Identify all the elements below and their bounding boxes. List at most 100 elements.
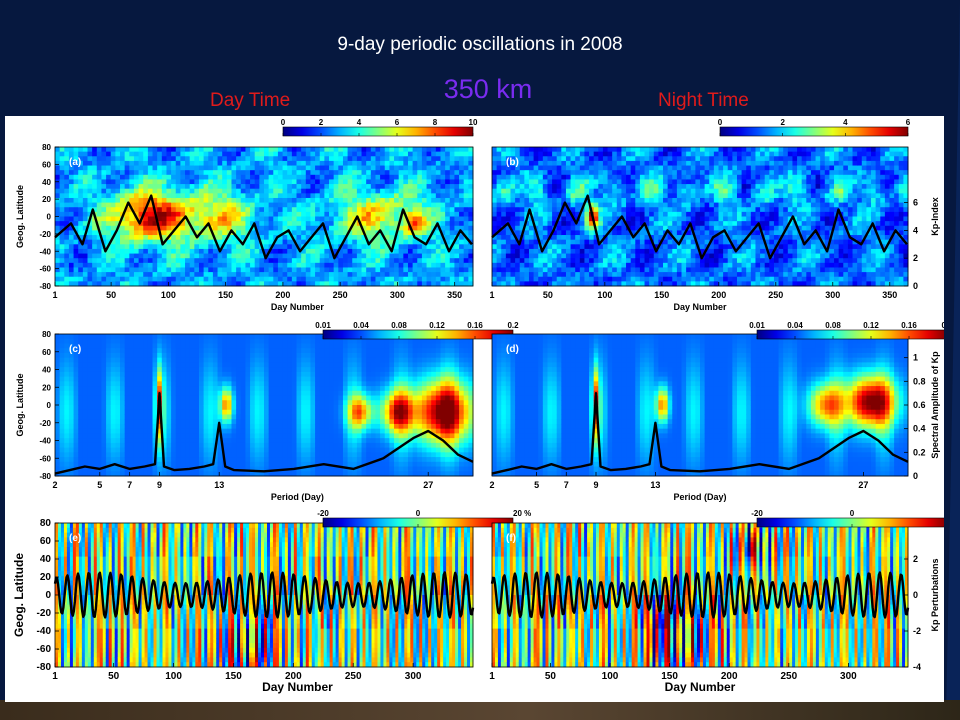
x-tick-label: 5: [534, 480, 539, 490]
colorbar-tick-label: 0.08: [825, 321, 841, 330]
x-tick-label: 250: [768, 290, 783, 300]
x-tick-label: 9: [157, 480, 162, 490]
colorbar-tick-label: 2: [780, 118, 785, 127]
colorbar-tick-label: 0.12: [429, 321, 445, 330]
x-tick-label: 150: [218, 290, 233, 300]
overlay-line: [491, 194, 908, 260]
y-tick-label: -60: [37, 644, 52, 655]
x-axis-label: Period (Day): [271, 492, 324, 502]
colorbar-tick-label: 0.04: [787, 321, 803, 330]
x-tick-label: 150: [661, 671, 678, 682]
y-axis-label: Geog. Latitude: [12, 553, 26, 637]
heatmap: [55, 147, 474, 287]
colorbar-tick-label: 0.01: [749, 321, 765, 330]
colorbar-tick-label: 0: [281, 118, 286, 127]
panel-label: (a): [69, 157, 81, 168]
right-y-tick-label: 0: [913, 590, 918, 600]
overlay-line: [491, 392, 909, 475]
x-tick-label: 9: [593, 480, 598, 490]
colorbar-tick-label: 6: [906, 118, 911, 127]
y-tick-label: 20: [40, 572, 52, 583]
altitude-label: 350 km: [443, 74, 533, 104]
right-y-tick-label: 2: [913, 554, 918, 564]
x-tick-label: 350: [882, 290, 897, 300]
slide-title: 9-day periodic oscillations in 2008: [337, 34, 623, 55]
right-y-tick-label: 0.6: [913, 400, 926, 410]
colorbar: 0 2 4 6: [718, 118, 911, 137]
x-tick-label: 150: [654, 290, 669, 300]
colorbar-tick-label: 6: [395, 118, 400, 127]
x-tick-label: 350: [447, 290, 462, 300]
y-tick-label: -20: [39, 230, 51, 239]
y-tick-label: 20: [42, 383, 51, 392]
right-y-tick-label: 0: [913, 281, 918, 291]
x-tick-label: 200: [275, 290, 290, 300]
day-time-label: Day Time: [210, 90, 291, 111]
x-tick-label: 1: [489, 290, 494, 300]
x-tick-label: 200: [721, 671, 738, 682]
slide-accent: [946, 0, 960, 720]
colorbar: 0 2 4 6 8 10: [281, 118, 478, 137]
colorbar-tick-label: 4: [843, 118, 848, 127]
x-tick-label: 13: [214, 480, 224, 490]
x-tick-label: 300: [840, 671, 857, 682]
y-tick-label: 40: [42, 366, 51, 375]
x-tick-label: 200: [285, 671, 302, 682]
x-tick-label: 300: [825, 290, 840, 300]
right-y-tick-label: -4: [913, 662, 921, 672]
y-tick-label: -40: [39, 247, 51, 256]
x-tick-label: 2: [489, 480, 494, 490]
panel-frame: [491, 146, 909, 287]
x-tick-label: 50: [545, 671, 557, 682]
overlay-line: [54, 194, 473, 260]
x-tick-label: 1: [489, 671, 495, 682]
colorbar-tick-label: -20: [317, 509, 329, 518]
colorbar-tick-label: 0.2: [941, 321, 944, 330]
x-tick-label: 100: [597, 290, 612, 300]
colorbar-gradient: [282, 126, 474, 137]
y-tick-label: -40: [37, 626, 52, 637]
y-axis-label: Geog. Latitude: [15, 374, 25, 437]
y-tick-label: 60: [40, 536, 52, 547]
y-tick-label: -60: [39, 265, 51, 274]
x-axis-label: Day Number: [271, 302, 325, 312]
x-tick-label: 100: [161, 290, 176, 300]
y-tick-label: 20: [42, 195, 51, 204]
colorbar-gradient: [756, 329, 948, 340]
x-tick-label: 1: [52, 290, 57, 300]
y-tick-label: 80: [40, 518, 52, 529]
colorbar-tick-label: 0.16: [901, 321, 917, 330]
right-y-tick-label: 6: [913, 198, 918, 208]
x-axis-label: Day Number: [665, 680, 736, 694]
panel-label: (c): [69, 344, 81, 355]
y-tick-label: -20: [37, 608, 52, 619]
x-tick-label: 2: [52, 480, 57, 490]
y-tick-label: 40: [40, 554, 52, 565]
y-tick-label: 60: [42, 160, 51, 169]
y-tick-label: 0: [45, 590, 51, 601]
x-axis-label: Period (Day): [673, 492, 726, 502]
x-tick-label: 27: [423, 480, 433, 490]
colorbar: 0.01 0.04 0.08 0.12 0.16 0.2: [749, 321, 953, 340]
panel-label: (f): [506, 533, 516, 544]
x-tick-label: 100: [165, 671, 182, 682]
x-tick-label: 300: [405, 671, 422, 682]
x-axis-label: Day Number: [262, 680, 333, 694]
x-tick-label: 250: [333, 290, 348, 300]
colorbar-gradient: [719, 126, 909, 137]
y-tick-label: -80: [39, 472, 51, 481]
y-axis-label: Geog. Latitude: [15, 185, 25, 248]
x-tick-label: 250: [345, 671, 362, 682]
x-tick-label: 50: [543, 290, 553, 300]
x-tick-label: 150: [225, 671, 242, 682]
x-tick-label: 27: [858, 480, 868, 490]
x-axis-label: Day Number: [673, 302, 727, 312]
colorbar-tick-label: 0: [850, 509, 855, 518]
x-tick-label: 300: [390, 290, 405, 300]
right-y-tick-label: 0.8: [913, 376, 926, 386]
